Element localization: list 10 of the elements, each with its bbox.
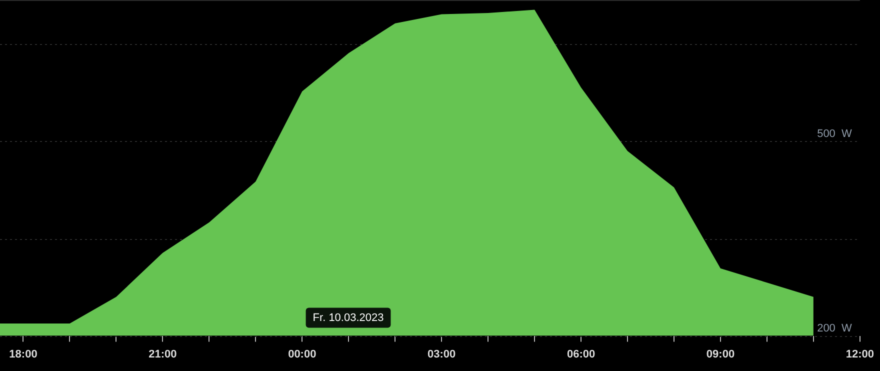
y-tick-label: 500 W <box>817 128 853 140</box>
x-tick-label: 21:00 <box>148 348 177 360</box>
x-tick-label: 18:00 <box>9 348 38 360</box>
x-tick-label: 00:00 <box>288 348 316 360</box>
y-tick-label: 200 W <box>817 322 853 334</box>
annotation: Fr. 10.03.2023 <box>312 312 384 324</box>
x-tick-label: 03:00 <box>428 348 456 360</box>
x-tick-label: 09:00 <box>706 348 735 360</box>
x-tick-label: 06:00 <box>566 348 596 360</box>
x-tick-label: 12:00 <box>846 348 874 360</box>
